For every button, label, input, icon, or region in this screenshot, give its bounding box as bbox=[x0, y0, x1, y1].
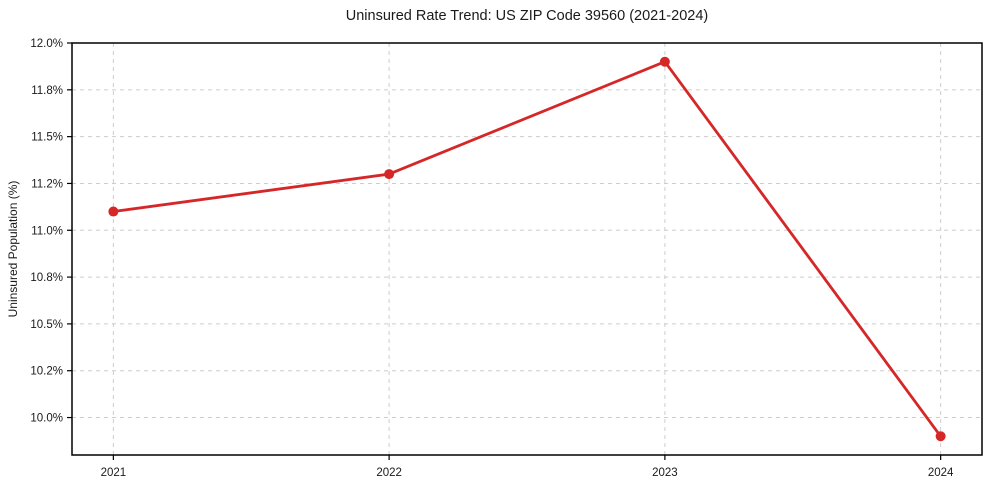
y-tick-label: 11.5% bbox=[31, 132, 63, 144]
y-tick-label: 10.5% bbox=[30, 319, 63, 331]
trend-line bbox=[111, 60, 943, 438]
chart-title: Uninsured Rate Trend: US ZIP Code 39560 … bbox=[345, 8, 709, 24]
x-tick-label: 2021 bbox=[101, 467, 127, 479]
y-tick-label: 10.2% bbox=[30, 366, 63, 378]
y-tick-label: 10.0% bbox=[30, 413, 63, 425]
gridlines bbox=[72, 42, 982, 455]
data-point bbox=[659, 56, 670, 67]
y-tick-label: 12.0% bbox=[30, 38, 63, 50]
data-series bbox=[108, 56, 946, 442]
x-tick-label: 2023 bbox=[652, 467, 678, 479]
x-tick-label: 2022 bbox=[376, 467, 402, 479]
x-tick-labels: 2021 2022 2023 2024 bbox=[101, 467, 954, 479]
data-point bbox=[935, 431, 946, 442]
y-tick-label: 11.8% bbox=[31, 85, 63, 97]
y-tick-label: 11.2% bbox=[31, 178, 63, 190]
axis-frame bbox=[71, 42, 983, 456]
data-point bbox=[108, 206, 119, 217]
y-tick-label: 10.8% bbox=[30, 272, 63, 284]
y-tick-labels: 10.0% 10.2% 10.5% 10.8% 11.0% 11.2% 11.5% 11.8%… bbox=[30, 38, 63, 425]
axis-ticks bbox=[67, 42, 942, 460]
x-tick-label: 2024 bbox=[928, 467, 954, 479]
data-point bbox=[384, 169, 395, 180]
y-tick-label: 11.0% bbox=[31, 225, 63, 237]
axis-frame bbox=[71, 42, 983, 456]
